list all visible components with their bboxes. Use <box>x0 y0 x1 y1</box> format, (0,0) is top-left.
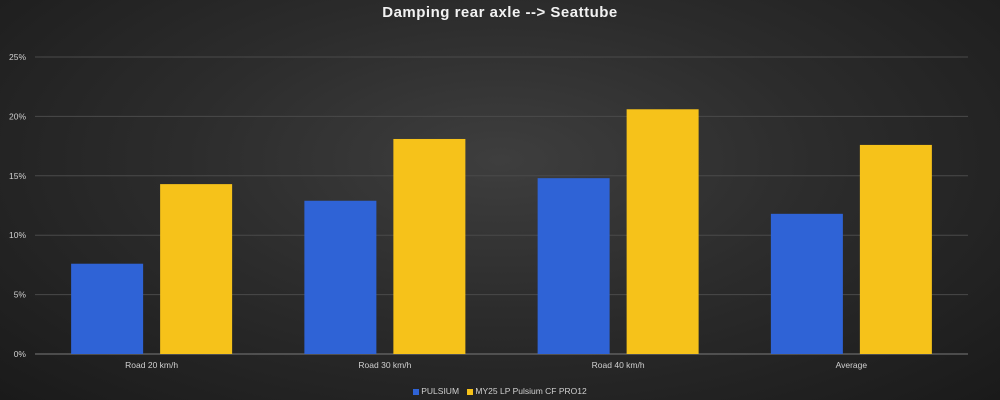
bar <box>71 263 144 354</box>
chart-title: Damping rear axle --> Seattube <box>382 4 618 21</box>
y-tick-label: 0% <box>14 349 27 359</box>
y-tick-label: 25% <box>9 52 26 62</box>
bar <box>160 184 233 354</box>
legend-label-pulsium: PULSIUM <box>421 386 460 396</box>
legend-label-my25: MY25 LP Pulsium CF PRO12 <box>475 386 587 396</box>
bar <box>770 213 843 354</box>
x-tick-label: Road 20 km/h <box>125 360 178 370</box>
bar <box>859 144 932 354</box>
x-tick-label: Road 30 km/h <box>358 360 411 370</box>
y-tick-label: 10% <box>9 230 26 240</box>
x-tick-label: Average <box>836 360 868 370</box>
y-tick-label: 15% <box>9 171 26 181</box>
legend-item-my25: MY25 LP Pulsium CF PRO12 <box>467 386 587 396</box>
bar <box>304 200 377 354</box>
legend-swatch-pulsium <box>413 388 420 395</box>
legend-swatch-my25 <box>467 388 474 395</box>
bar <box>626 109 699 354</box>
legend-item-pulsium: PULSIUM <box>413 386 459 396</box>
chart-legend: PULSIUM MY25 LP Pulsium CF PRO12 <box>0 386 1000 396</box>
bar <box>393 138 466 354</box>
bar <box>537 178 610 354</box>
y-tick-label: 20% <box>9 111 26 121</box>
x-tick-label: Road 40 km/h <box>592 360 645 370</box>
y-tick-label: 5% <box>14 290 27 300</box>
